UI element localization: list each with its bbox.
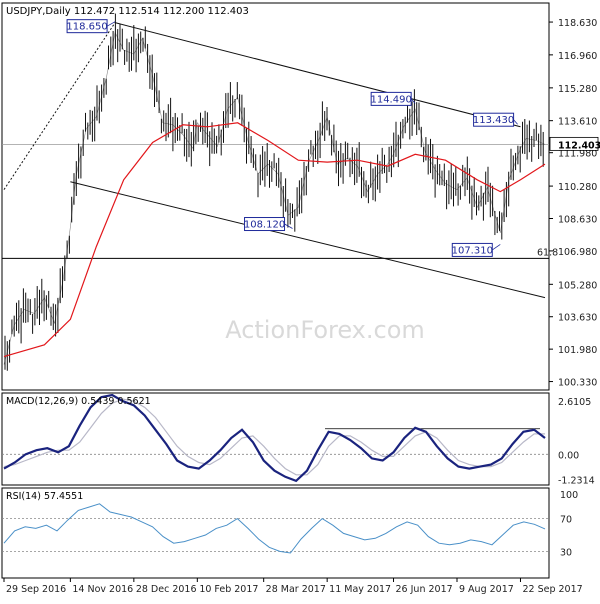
date-tick-label: 14 Nov 2016 bbox=[72, 584, 133, 595]
date-tick-label: 9 Aug 2017 bbox=[459, 584, 514, 595]
annotation-leader bbox=[513, 119, 518, 125]
macd-panel-frame bbox=[1, 392, 550, 486]
price-tick-label: 101.980 bbox=[558, 345, 597, 356]
date-tick-label: 11 May 2017 bbox=[329, 584, 391, 595]
price-tick-label: 100.330 bbox=[558, 378, 597, 389]
date-tick-label: 28 Dec 2016 bbox=[136, 584, 197, 595]
rsi-line bbox=[3, 503, 546, 554]
main-panel-frame bbox=[1, 2, 550, 391]
rsi-panel-frame bbox=[1, 487, 550, 579]
date-tick-label: 28 Mar 2017 bbox=[266, 584, 326, 595]
current-price-box bbox=[549, 136, 599, 151]
rsi-tick-label: 30 bbox=[560, 547, 572, 558]
moving-average-line bbox=[3, 122, 546, 358]
price-tick-label: 113.610 bbox=[558, 117, 597, 128]
price-tick-label: 110.280 bbox=[558, 182, 597, 193]
price-tick-label: 111.980 bbox=[558, 149, 597, 160]
price-tick-label: 103.630 bbox=[558, 313, 597, 324]
price-annotation-label: 114.490 bbox=[370, 94, 411, 105]
main-chart-title: USDJPY,Daily 112.472 112.514 112.200 112… bbox=[6, 6, 249, 17]
current-price-label: 112.403 bbox=[558, 140, 600, 151]
price-annotation-label: 108.120 bbox=[244, 220, 285, 231]
price-tick-label: 115.280 bbox=[558, 84, 597, 95]
date-tick-label: 22 Sep 2017 bbox=[522, 584, 582, 595]
watermark-text: ActionForex.com bbox=[225, 316, 425, 344]
price-bars bbox=[4, 13, 544, 371]
macd-signal-line bbox=[3, 398, 545, 476]
annotation-leader bbox=[492, 244, 501, 251]
macd-title: MACD(12,26,9) 0.5439 0.5621 bbox=[6, 396, 151, 407]
macd-tick-label: 0.00 bbox=[558, 450, 579, 461]
rsi-title: RSI(14) 57.4551 bbox=[6, 491, 83, 502]
price-annotation-label: 107.310 bbox=[452, 245, 493, 256]
channel-trendline bbox=[114, 22, 521, 128]
price-tick-label: 108.630 bbox=[558, 215, 597, 226]
rsi-tick-label: 100 bbox=[560, 490, 578, 501]
date-tick-label: 26 Jun 2017 bbox=[396, 584, 453, 595]
macd-tick-label: -1.2314 bbox=[558, 476, 595, 487]
price-annotation-label: 118.650 bbox=[66, 22, 107, 33]
price-tick-label: 116.960 bbox=[558, 51, 597, 62]
price-annotation-label: 113.430 bbox=[473, 115, 514, 126]
annotation-leader bbox=[284, 223, 293, 229]
annotation-leader bbox=[106, 21, 116, 27]
price-axis: 118.630 116.960 115.280 113.610 111.980 110.2… bbox=[549, 18, 597, 389]
price-tick-label: 106.980 bbox=[558, 247, 597, 258]
price-tick-label: 105.280 bbox=[558, 280, 597, 291]
macd-tick-label: 2.6105 bbox=[558, 397, 591, 408]
rsi-tick-label: 70 bbox=[560, 515, 572, 526]
annotation-leader bbox=[410, 98, 416, 104]
dashed-trendline bbox=[3, 22, 116, 190]
date-tick-label: 29 Sep 2016 bbox=[6, 584, 66, 595]
price-tick-label: 118.630 bbox=[558, 18, 597, 29]
macd-main-line bbox=[3, 393, 546, 483]
date-tick-label: 10 Feb 2017 bbox=[199, 584, 258, 595]
channel-trendline bbox=[70, 181, 546, 299]
price-close-line bbox=[3, 31, 546, 365]
fib-level-label: 61.8 bbox=[537, 247, 558, 258]
